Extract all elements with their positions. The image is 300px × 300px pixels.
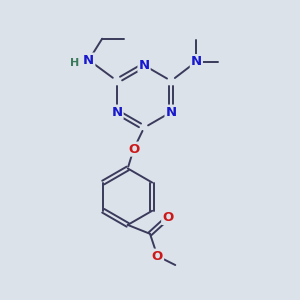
Text: O: O [128, 142, 139, 156]
Text: O: O [152, 250, 163, 262]
Text: N: N [166, 106, 177, 118]
Text: O: O [162, 211, 173, 224]
Text: N: N [139, 59, 150, 72]
Text: H: H [70, 58, 79, 68]
Text: N: N [112, 106, 123, 118]
Text: N: N [83, 54, 94, 67]
Text: N: N [191, 55, 202, 68]
